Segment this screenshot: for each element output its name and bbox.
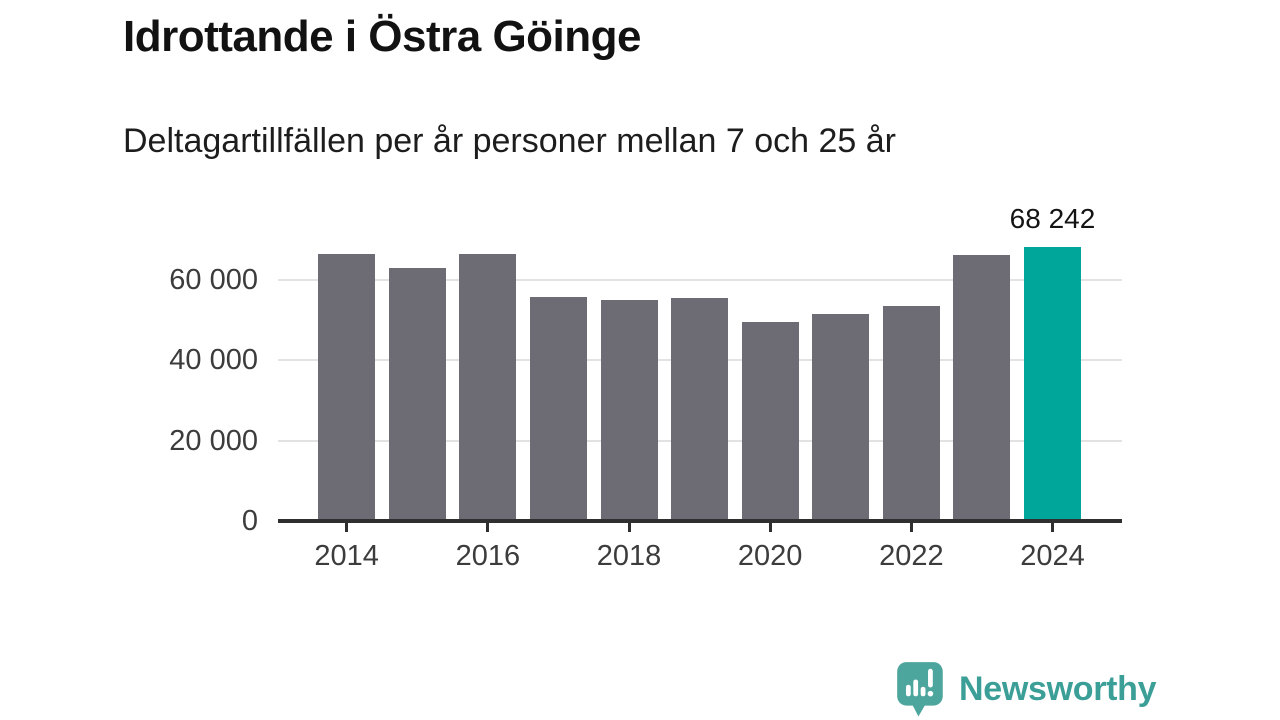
newsworthy-wordmark: Newsworthy	[959, 669, 1157, 708]
bar-2020	[741, 321, 799, 521]
x-axis-tick-2022	[909, 523, 913, 532]
bar-2017	[529, 296, 587, 521]
x-axis-tick-2014	[345, 523, 349, 532]
x-axis-label-2014: 2014	[314, 540, 379, 572]
x-axis-tick-2020	[768, 523, 772, 532]
x-axis-tick-2018	[627, 523, 631, 532]
x-axis-tick-2016	[486, 523, 490, 532]
exclamation-dot	[927, 690, 934, 697]
chart-subtitle: Deltagartillfällen per år personer mella…	[123, 122, 896, 160]
x-axis-label-2022: 2022	[879, 540, 944, 572]
x-axis-line	[278, 519, 1122, 523]
mini-bar-2	[913, 679, 919, 697]
mini-bar-3	[920, 686, 926, 697]
bar-2021	[812, 313, 870, 521]
y-axis-label-20000: 20 000	[169, 424, 258, 457]
gridline-60000	[278, 278, 1122, 281]
bar-2022	[882, 305, 940, 521]
y-axis-label-40000: 40 000	[169, 344, 258, 377]
highlight-value-label: 68 242	[1009, 203, 1096, 234]
chart-title: Idrottande i Östra Göinge	[123, 12, 642, 61]
y-axis-label-0: 0	[241, 505, 258, 537]
x-axis-label-2018: 2018	[596, 540, 662, 572]
bar-2014	[318, 254, 376, 521]
highlight-bar-2024	[1024, 246, 1081, 521]
bar-2019	[671, 298, 729, 521]
x-axis-tick-2024	[1051, 523, 1054, 532]
bar-2016	[459, 254, 517, 521]
newsworthy-logo-icon	[897, 662, 943, 717]
x-axis-label-2016: 2016	[455, 540, 521, 572]
mini-bar-1	[905, 684, 911, 697]
exclamation-bar	[928, 668, 933, 688]
x-axis-label-2024: 2024	[1020, 540, 1085, 572]
bar-2015	[388, 268, 446, 521]
x-axis-label-2020: 2020	[737, 540, 803, 572]
bar-2018	[600, 300, 658, 521]
newsworthy-brand: Newsworthy	[895, 660, 1157, 718]
bar-2023	[953, 254, 1011, 521]
y-axis-label-60000: 60 000	[169, 263, 258, 296]
